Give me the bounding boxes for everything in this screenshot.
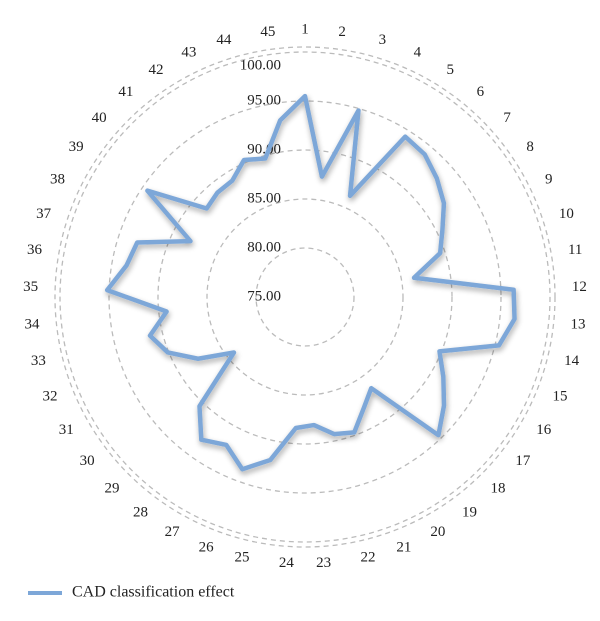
series-line — [104, 93, 517, 472]
y-tick-label: 80.00 — [247, 239, 281, 255]
category-label: 14 — [564, 353, 580, 369]
category-label: 42 — [149, 62, 164, 78]
category-label: 2 — [338, 24, 346, 40]
y-tick-label: 85.00 — [247, 190, 281, 206]
category-label: 35 — [23, 279, 38, 295]
category-label: 38 — [50, 171, 65, 187]
category-label: 6 — [477, 84, 485, 100]
grid-ring — [157, 149, 453, 445]
category-label: 40 — [92, 110, 107, 126]
category-label: 44 — [216, 32, 232, 48]
category-label: 28 — [133, 504, 148, 520]
y-tick-label: 95.00 — [247, 92, 281, 108]
category-label: 5 — [446, 62, 454, 78]
category-label: 45 — [260, 24, 275, 40]
legend-label: CAD classification effect — [72, 584, 235, 601]
category-label: 19 — [462, 504, 477, 520]
category-label: 26 — [199, 539, 215, 555]
category-label: 27 — [165, 524, 181, 540]
category-label: 32 — [42, 388, 57, 404]
category-label: 1 — [301, 21, 309, 37]
category-label: 24 — [279, 555, 295, 571]
category-label: 10 — [559, 206, 574, 222]
category-label: 16 — [536, 422, 552, 438]
category-label: 29 — [105, 481, 120, 497]
category-label: 13 — [571, 316, 586, 332]
grid-ring — [255, 247, 355, 347]
category-label: 37 — [36, 206, 52, 222]
category-label: 39 — [69, 139, 84, 155]
category-label: 17 — [515, 453, 531, 469]
category-label: 30 — [80, 453, 95, 469]
category-label: 34 — [24, 316, 40, 332]
category-label: 3 — [379, 32, 387, 48]
grid-ring — [206, 198, 404, 396]
category-label: 31 — [59, 422, 74, 438]
outer-ring — [54, 46, 556, 548]
category-label: 22 — [361, 550, 376, 566]
y-tick-label: 75.00 — [247, 288, 281, 304]
category-label: 4 — [414, 45, 422, 61]
category-label: 23 — [316, 555, 331, 571]
category-label: 12 — [572, 279, 587, 295]
category-label: 33 — [31, 353, 46, 369]
y-tick-label: 90.00 — [247, 141, 281, 157]
category-label: 36 — [27, 242, 43, 258]
category-label: 11 — [568, 242, 582, 258]
category-label: 25 — [234, 550, 249, 566]
category-label: 20 — [430, 524, 445, 540]
grid-ring — [59, 51, 551, 543]
category-label: 8 — [526, 139, 534, 155]
category-label: 43 — [181, 45, 196, 61]
category-label: 18 — [490, 481, 505, 497]
category-label: 7 — [503, 110, 511, 126]
category-label: 9 — [545, 171, 553, 187]
category-label: 41 — [118, 84, 133, 100]
grid-ring — [108, 100, 502, 494]
category-label: 15 — [553, 388, 568, 404]
category-label: 21 — [396, 539, 411, 555]
y-tick-label: 100.00 — [240, 57, 281, 73]
